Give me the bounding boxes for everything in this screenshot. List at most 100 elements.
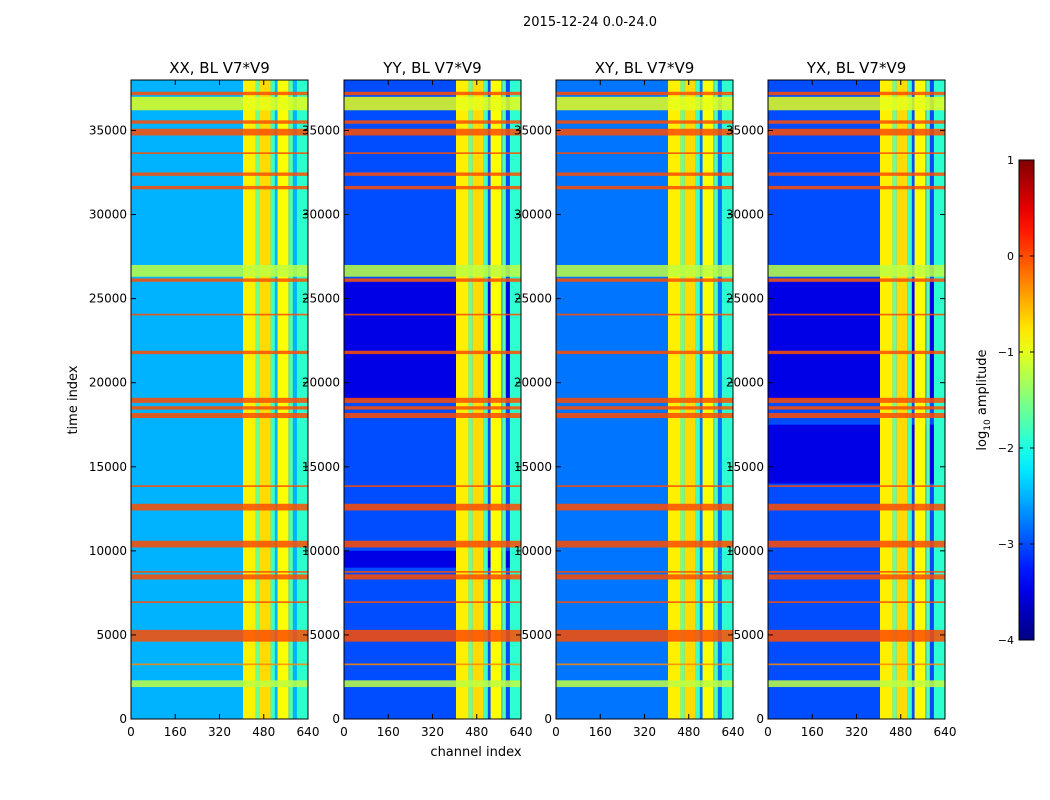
- heatmap-rfi-row: [556, 601, 733, 603]
- colorbar-tick-label: 0: [1007, 250, 1014, 263]
- heatmap-rfi-row: [131, 152, 308, 154]
- x-axis-label: channel index: [430, 745, 521, 760]
- heatmap-rfi-row: [131, 663, 308, 666]
- heatmap-rfi-row: [131, 601, 308, 603]
- y-tick-label: 0: [544, 712, 552, 726]
- heatmap-rfi-row: [344, 172, 521, 176]
- y-tick-label: 5000: [309, 628, 340, 642]
- figure-suptitle: 2015-12-24 0.0-24.0: [523, 15, 657, 30]
- heatmap-rfi-row: [556, 264, 733, 277]
- y-tick-label: 0: [332, 712, 340, 726]
- x-tick-label: 480: [889, 725, 912, 739]
- heatmap-rfi-row: [556, 185, 733, 190]
- heatmap-rfi-row: [344, 96, 521, 111]
- y-axis-label: time index: [66, 365, 81, 434]
- heatmap-rfi-row: [131, 629, 308, 642]
- heatmap-rfi-row: [556, 278, 733, 282]
- heatmap-rfi-row: [344, 601, 521, 603]
- colorbar-label: log10 amplitude: [975, 349, 993, 450]
- heatmap-rfi-row: [344, 128, 521, 136]
- heatmap-rfi-row: [131, 91, 308, 96]
- y-tick-label: 30000: [514, 208, 552, 222]
- heatmap-rfi-row: [131, 172, 308, 176]
- heatmap-rfi-row: [131, 264, 308, 277]
- y-tick-label: 20000: [89, 376, 127, 390]
- heatmap-rfi-row: [768, 663, 945, 666]
- colorbar-label-subscript: 10: [983, 419, 993, 431]
- heatmap-rfi-row: [768, 412, 945, 418]
- x-tick-label: 640: [297, 725, 320, 739]
- y-tick-label: 35000: [302, 123, 340, 137]
- heatmap-rfi-row: [131, 503, 308, 511]
- heatmap-rfi-row: [344, 680, 521, 688]
- colorbar-tick-label: −3: [998, 538, 1014, 551]
- x-tick-label: 640: [722, 725, 745, 739]
- colorbar-tick-label: −4: [998, 634, 1014, 647]
- heatmap-rfi-row: [131, 571, 308, 573]
- colorbar-gradient: [1018, 159, 1035, 641]
- heatmap-rfi-row: [344, 406, 521, 410]
- heatmap-rfi-row: [768, 313, 945, 316]
- y-tick-label: 25000: [514, 292, 552, 306]
- x-tick-label: 160: [589, 725, 612, 739]
- heatmap-rfi-row: [344, 485, 521, 487]
- x-tick-label: 160: [801, 725, 824, 739]
- heatmap-rfi-row: [344, 120, 521, 124]
- heatmap-rfi-row: [768, 185, 945, 190]
- heatmap-rfi-row: [556, 120, 733, 124]
- heatmap-rfi-row: [344, 91, 521, 96]
- heatmap-rfi-row: [556, 350, 733, 355]
- heatmap-rfi-row: [768, 120, 945, 124]
- x-tick-label: 0: [552, 725, 560, 739]
- heatmap-rfi-row: [768, 601, 945, 603]
- panels: XX, BL V7*V9 0 160 320 480 640 0 5000 10000 15000…: [89, 59, 957, 739]
- x-tick-label: 160: [164, 725, 187, 739]
- heatmap-rfi-row: [131, 278, 308, 282]
- heatmap-rfi-row: [344, 629, 521, 642]
- heatmap-rfi-row: [556, 571, 733, 573]
- heatmap-rfi-row: [344, 185, 521, 190]
- heatmap-rfi-row: [131, 185, 308, 190]
- heatmap-rfi-row: [768, 172, 945, 176]
- y-tick-label: 30000: [89, 208, 127, 222]
- x-tick-label: 480: [677, 725, 700, 739]
- heatmap-rfi-row: [131, 96, 308, 111]
- colorbar-label-suffix: amplitude: [975, 349, 990, 419]
- heatmap-rfi-row: [344, 350, 521, 355]
- heatmap-rfi-row: [131, 485, 308, 487]
- heatmap-rfi-row: [556, 485, 733, 487]
- y-tick-label: 30000: [302, 208, 340, 222]
- y-tick-label: 35000: [89, 123, 127, 137]
- heatmap-rfi-row: [344, 412, 521, 418]
- y-tick-label: 10000: [514, 544, 552, 558]
- heatmap-rfi-row: [131, 120, 308, 124]
- colorbar: 1 0 −1 −2 −3 −4: [998, 154, 1035, 647]
- heatmap-rfi-row: [344, 278, 521, 282]
- x-tick-label: 320: [421, 725, 444, 739]
- panel-title: YY, BL V7*V9: [382, 59, 481, 77]
- heatmap-rfi-row: [768, 152, 945, 154]
- y-tick-label: 0: [119, 712, 127, 726]
- y-tick-label: 35000: [726, 123, 764, 137]
- heatmap-rfi-row: [556, 412, 733, 418]
- heatmap-rfi-row: [556, 574, 733, 580]
- x-tick-label: 0: [764, 725, 772, 739]
- heatmap-rfi-row: [131, 412, 308, 418]
- heatmap-rfi-row: [344, 574, 521, 580]
- heatmap-rfi-row: [556, 680, 733, 688]
- y-tick-label: 20000: [726, 376, 764, 390]
- x-tick-label: 480: [252, 725, 275, 739]
- heatmap-rfi-row: [131, 406, 308, 410]
- heatmap-rfi-row: [556, 313, 733, 316]
- x-tick-label: 640: [510, 725, 533, 739]
- y-tick-label: 25000: [89, 292, 127, 306]
- heatmap-rfi-row: [344, 540, 521, 548]
- y-tick-label: 25000: [726, 292, 764, 306]
- x-tick-label: 320: [633, 725, 656, 739]
- heatmap-rfi-row: [344, 571, 521, 573]
- panel-4: YX, BL V7*V9 0 160 320 480 640 0 5000 10000 15000…: [726, 59, 957, 739]
- heatmap-rfi-row: [768, 91, 945, 96]
- heatmap-rfi-row: [556, 96, 733, 111]
- y-tick-label: 10000: [726, 544, 764, 558]
- heatmap-rfi-row: [556, 503, 733, 511]
